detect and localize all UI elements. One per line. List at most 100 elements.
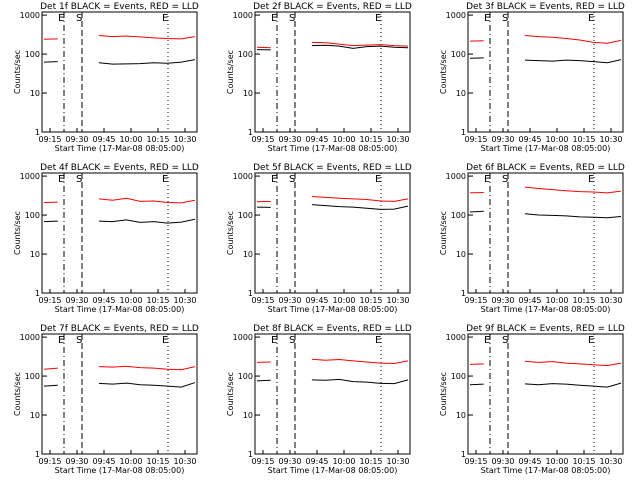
detector-panel-9: Det 9f BLACK = Events, RED = LLD 1 10 100 10… (439, 324, 625, 475)
lld-series-line (98, 197, 196, 204)
x-tick-label: 10:00 (119, 135, 142, 144)
x-tick-label: 10:15 (572, 457, 595, 466)
y-axis-label: Counts/sec (439, 372, 448, 416)
y-tick-label: 1000 (20, 11, 40, 20)
y-axis-label: Counts/sec (226, 372, 235, 416)
events-series-line (43, 61, 58, 63)
detector-panel-8: Det 8f BLACK = Events, RED = LLD 1 10 100 10… (226, 324, 412, 475)
event-marker-label: S (289, 174, 295, 185)
event-marker-label: S (76, 335, 82, 346)
x-tick-label: 10:00 (332, 135, 355, 144)
x-tick-label: 10:30 (173, 135, 196, 144)
x-axis-label: Start Time (17-Mar-08 08:05:00) (481, 466, 611, 475)
y-tick-label: 100 (451, 211, 466, 220)
lld-series-line (311, 358, 409, 365)
detector-panel-6: Det 6f BLACK = Events, RED = LLD 1 10 100 10… (439, 163, 625, 314)
y-tick-label: 1000 (20, 333, 40, 342)
y-tick-label: 100 (451, 372, 466, 381)
detector-panel-1: Det 1f BLACK = Events, RED = LLD 1 10 100 10… (13, 2, 199, 153)
y-tick-label: 1 (248, 128, 253, 137)
y-tick-label: 10 (243, 411, 253, 420)
y-tick-label: 1 (461, 289, 466, 298)
x-tick-label: 09:15 (38, 135, 61, 144)
y-tick-label: 100 (25, 211, 40, 220)
event-marker-label: S (76, 174, 82, 185)
x-tick-label: 10:30 (386, 457, 409, 466)
x-axis-label: Start Time (17-Mar-08 08:05:00) (481, 144, 611, 153)
events-series-line (524, 213, 622, 219)
y-axis-label: Counts/sec (13, 372, 22, 416)
x-axis-label: Start Time (17-Mar-08 08:05:00) (55, 305, 185, 314)
y-tick-label: 1 (35, 289, 40, 298)
y-tick-label: 10 (456, 411, 466, 420)
x-tick-label: 10:00 (119, 457, 142, 466)
x-tick-label: 10:15 (146, 296, 169, 305)
x-axis-label: Start Time (17-Mar-08 08:05:00) (55, 466, 185, 475)
x-axis-label: Start Time (17-Mar-08 08:05:00) (268, 466, 398, 475)
x-axis-label: Start Time (17-Mar-08 08:05:00) (481, 305, 611, 314)
x-tick-label: 09:45 (518, 135, 541, 144)
event-marker-label: E (588, 174, 594, 185)
y-tick-label: 100 (25, 372, 40, 381)
lld-series-line (98, 34, 196, 40)
y-tick-label: 1000 (20, 172, 40, 181)
x-tick-label: 10:30 (173, 296, 196, 305)
y-tick-label: 1000 (446, 172, 466, 181)
plot-frame (467, 11, 624, 133)
events-series-line (98, 382, 196, 388)
y-tick-label: 1 (248, 450, 253, 459)
y-tick-label: 1 (461, 128, 466, 137)
y-axis-label: Counts/sec (226, 50, 235, 94)
detector-panel-2: Det 2f BLACK = Events, RED = LLD 1 10 100 10… (226, 2, 412, 153)
x-tick-label: 09:30 (65, 296, 88, 305)
y-tick-label: 1 (461, 450, 466, 459)
y-axis-label: Counts/sec (439, 50, 448, 94)
lld-series-line (43, 367, 58, 370)
x-tick-label: 10:00 (545, 457, 568, 466)
y-axis-label: Counts/sec (226, 211, 235, 255)
events-series-line (524, 382, 622, 388)
panel-title: Det 4f BLACK = Events, RED = LLD (40, 163, 199, 173)
panel-title: Det 8f BLACK = Events, RED = LLD (253, 324, 412, 334)
y-tick-label: 1 (35, 128, 40, 137)
plot-frame (254, 172, 411, 294)
event-marker-label: E (375, 335, 381, 346)
events-series-line (43, 384, 58, 387)
x-tick-label: 09:45 (305, 296, 328, 305)
x-tick-label: 09:15 (251, 296, 274, 305)
x-tick-label: 10:15 (572, 296, 595, 305)
x-tick-label: 09:45 (92, 135, 115, 144)
x-tick-label: 10:00 (332, 296, 355, 305)
event-marker-label: E (271, 174, 277, 185)
lld-series-line (98, 365, 196, 371)
detector-panel-4: Det 4f BLACK = Events, RED = LLD 1 10 100 10… (13, 163, 199, 314)
event-marker-label: E (162, 335, 168, 346)
events-series-line (311, 378, 409, 385)
x-tick-label: 10:30 (599, 135, 622, 144)
panel-title: Det 7f BLACK = Events, RED = LLD (40, 324, 199, 334)
events-series-line (469, 383, 484, 386)
event-marker-label: S (502, 13, 508, 24)
x-tick-label: 09:30 (65, 457, 88, 466)
event-marker-label: E (484, 13, 490, 24)
y-tick-label: 1000 (446, 11, 466, 20)
events-series-line (311, 204, 409, 210)
x-tick-label: 10:15 (359, 296, 382, 305)
y-tick-label: 1000 (233, 172, 253, 181)
x-axis-label: Start Time (17-Mar-08 08:05:00) (268, 305, 398, 314)
plot-frame (254, 11, 411, 133)
event-marker-label: E (162, 13, 168, 24)
event-marker-label: S (502, 174, 508, 185)
y-tick-label: 1 (248, 289, 253, 298)
x-tick-label: 09:30 (491, 457, 514, 466)
x-tick-label: 09:15 (38, 296, 61, 305)
x-tick-label: 09:15 (251, 135, 274, 144)
y-tick-label: 1 (35, 450, 40, 459)
y-tick-label: 10 (456, 89, 466, 98)
y-tick-label: 10 (30, 250, 40, 259)
x-tick-label: 09:30 (278, 135, 301, 144)
panel-title: Det 3f BLACK = Events, RED = LLD (466, 2, 625, 12)
y-tick-label: 1000 (233, 11, 253, 20)
event-marker-label: E (588, 13, 594, 24)
